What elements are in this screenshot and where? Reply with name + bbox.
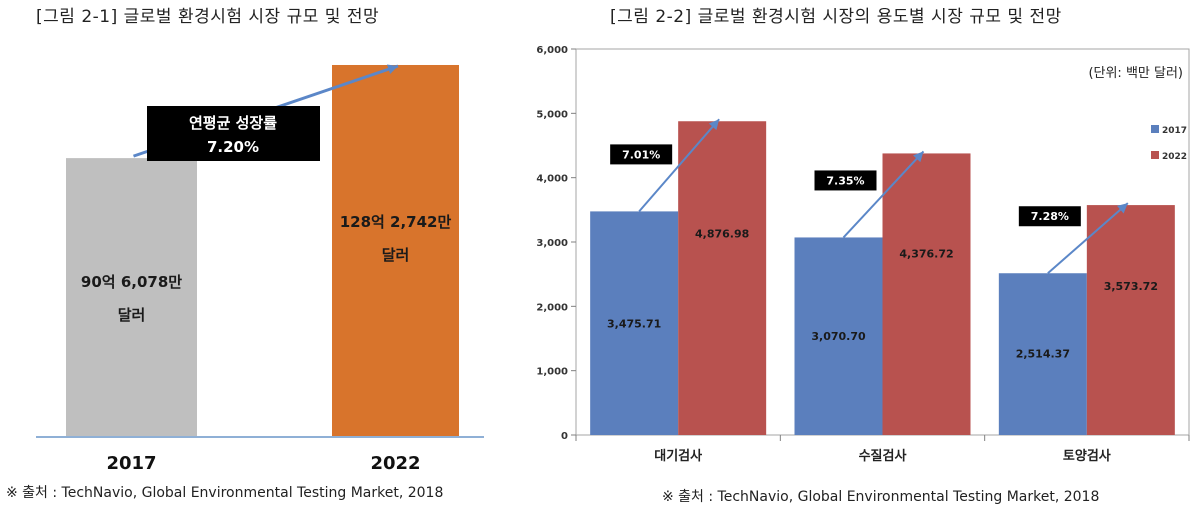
legend-label: 2022 — [1162, 152, 1187, 162]
growth-arrow-head — [708, 119, 720, 131]
x-tick-label: 대기검사 — [654, 448, 702, 464]
right-source-note: ※ 출처 : TechNavio, Global Environmental T… — [662, 489, 1100, 505]
growth-arrow-head — [913, 151, 924, 163]
right-figure-title: [그림 2-2] 글로벌 환경시험 시장의 용도별 시장 규모 및 전망 — [610, 7, 1062, 27]
bar-value-label: 4,876.98 — [695, 227, 749, 240]
growth-callout-value: 7.20% — [207, 138, 259, 156]
growth-callout-value: 7.01% — [622, 148, 660, 161]
left-figure-title: [그림 2-1] 글로벌 환경시험 시장 규모 및 전망 — [36, 7, 380, 27]
legend-swatch-2022 — [1151, 151, 1159, 159]
growth-callout-value: 7.28% — [1031, 210, 1069, 223]
growth-callout-box — [147, 106, 320, 161]
growth-arrow-head — [386, 64, 398, 74]
bar-2022-2 — [882, 153, 971, 435]
bar-value-label: 4,376.72 — [899, 248, 953, 261]
growth-callout-title: 연평균 성장률 — [189, 114, 277, 132]
bar-value-label: 128억 2,742만 — [340, 213, 452, 231]
y-tick-label: 3,000 — [536, 238, 568, 249]
growth-arrow — [1047, 202, 1129, 274]
bar-2017-2 — [794, 237, 883, 435]
y-tick-label: 1,000 — [536, 367, 568, 378]
growth-arrow-head — [1117, 203, 1128, 214]
legend-label: 2017 — [1162, 126, 1187, 136]
growth-callout-box — [610, 144, 673, 165]
bar-2017 — [66, 158, 197, 436]
x-tick-label: 2022 — [370, 453, 420, 474]
bar-value-label: 2,514.37 — [1016, 347, 1070, 360]
y-tick-label: 5,000 — [536, 109, 568, 120]
x-tick-label: 수질검사 — [859, 448, 907, 464]
bar-value-label: 3,573.72 — [1104, 280, 1158, 293]
bar-value-label: 달러 — [382, 246, 410, 264]
bar-value-label: 90억 6,078만 — [81, 273, 182, 291]
x-tick-label: 토양검사 — [1063, 448, 1111, 464]
growth-callout-box — [814, 170, 877, 191]
growth-arrow — [842, 150, 925, 239]
y-tick-label: 4,000 — [536, 174, 568, 185]
x-tick-label: 2017 — [106, 453, 156, 474]
bar-value-label: 3,070.70 — [811, 330, 866, 343]
growth-callout-box — [1018, 206, 1081, 227]
y-tick-label: 2,000 — [536, 302, 568, 313]
bar-2022-3 — [1086, 205, 1175, 435]
y-tick-label: 0 — [561, 431, 568, 442]
bar-2022 — [332, 64, 459, 436]
growth-arrow — [638, 118, 720, 213]
bar-2017-3 — [998, 273, 1087, 435]
bar-2022-1 — [678, 121, 767, 435]
left-source-note: ※ 출처 : TechNavio, Global Environmental T… — [6, 485, 444, 501]
legend-swatch-2017 — [1151, 125, 1159, 133]
y-tick-label: 6,000 — [536, 45, 568, 56]
bar-2017-1 — [590, 211, 679, 435]
bar-value-label: 달러 — [118, 306, 146, 324]
growth-callout-value: 7.35% — [826, 174, 864, 187]
unit-note: (단위: 백만 달러) — [1088, 66, 1183, 81]
bar-value-label: 3,475.71 — [607, 318, 661, 331]
